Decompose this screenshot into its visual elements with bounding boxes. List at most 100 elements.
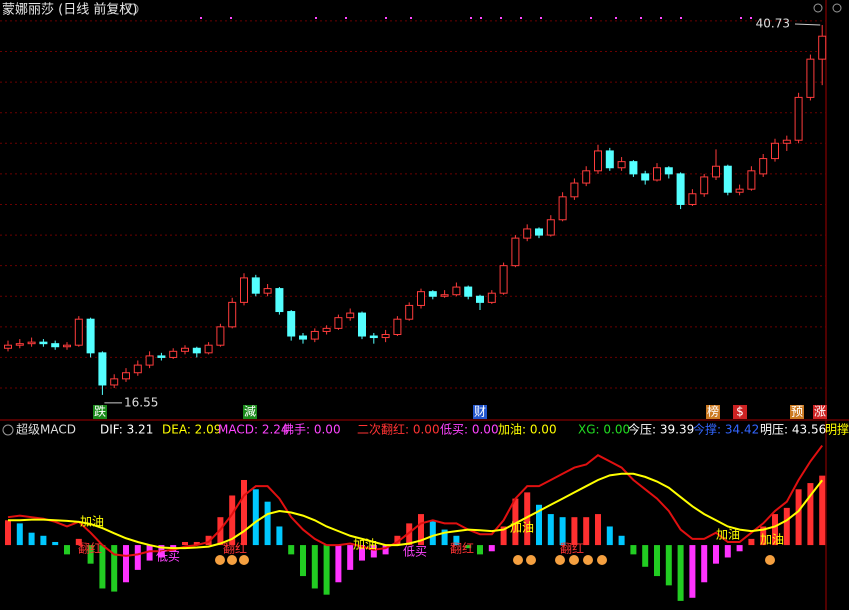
candle-body: [582, 170, 591, 184]
candle-body: [452, 286, 461, 296]
macd-bar: [760, 526, 767, 546]
indicator-value: 佛手: 0.00: [282, 423, 341, 437]
macd-bar: [547, 514, 554, 546]
macd-bar: [28, 532, 35, 546]
chart-title: 蒙娜丽莎 (日线 前复权): [2, 2, 137, 18]
macd-bar: [595, 514, 601, 546]
macd-bar: [323, 545, 330, 595]
macd-bar: [264, 501, 271, 546]
hand-icon: [597, 555, 607, 565]
macd-bar: [335, 545, 342, 583]
candle-body: [546, 219, 555, 236]
candle-body: [86, 318, 95, 354]
signal-dot: [200, 17, 202, 19]
candle-body: [688, 193, 697, 205]
candle-body: [440, 294, 449, 297]
low-label: 16.55: [124, 395, 158, 409]
macd-bar: [665, 545, 672, 586]
macd-line: [7, 444, 824, 557]
macd-bar: [111, 545, 118, 592]
candle-body: [700, 176, 709, 195]
event-marker: 榜: [707, 404, 719, 419]
macd-bar: [630, 545, 637, 555]
candle-body: [334, 317, 343, 329]
indicator-value: DIF: 3.21: [100, 423, 153, 437]
macd-bar: [276, 526, 283, 546]
candle-body: [487, 292, 496, 303]
macd-bar: [713, 545, 719, 564]
macd-bar: [772, 514, 778, 546]
macd-bar: [571, 517, 578, 546]
macd-bar: [5, 520, 11, 546]
candle-body: [204, 344, 213, 354]
event-marker-bg: [813, 405, 827, 419]
signal-dot: [680, 17, 682, 19]
candle-body: [759, 158, 768, 175]
candle-body: [594, 150, 602, 172]
hand-icon: [227, 555, 237, 565]
macd-bar: [618, 535, 625, 546]
high-label: 40.73: [756, 17, 790, 31]
menu-icon[interactable]: [832, 3, 842, 13]
event-marker-bg: [243, 405, 257, 419]
macd-bar: [677, 545, 684, 601]
macd-bar: [300, 545, 306, 577]
candle-body: [617, 161, 626, 169]
candle-body: [27, 341, 36, 345]
candle-body: [558, 196, 567, 221]
candle-body: [63, 344, 71, 348]
event-marker: 涨: [814, 404, 826, 419]
signal-label: 加油: [760, 533, 784, 547]
candle-body: [4, 344, 12, 349]
macd-bar: [512, 498, 519, 546]
macd-line: [8, 472, 823, 550]
candle-body: [263, 288, 272, 294]
macd-bar: [288, 545, 295, 555]
candle-body: [251, 277, 260, 294]
macd-bar: [146, 545, 153, 561]
candle-body: [381, 333, 390, 339]
candle-body: [629, 161, 638, 175]
macd-bar: [87, 545, 94, 564]
macd-bar: [583, 517, 590, 546]
candle-body: [346, 312, 355, 319]
candle-body: [664, 167, 673, 175]
candle-body: [145, 355, 154, 366]
macd-bar: [441, 529, 448, 546]
macd-bar: [654, 545, 660, 577]
macd-bar: [99, 545, 106, 589]
candle-body: [511, 237, 520, 267]
dropdown-icon[interactable]: [127, 3, 139, 15]
signal-label: 加油: [353, 538, 377, 552]
macd-bar: [606, 526, 613, 546]
macd-bar: [241, 479, 247, 546]
macd-bar: [748, 538, 755, 546]
candle-body: [322, 327, 331, 332]
macd-bar: [52, 541, 59, 546]
candle-body: [464, 286, 473, 297]
candle-body: [51, 343, 60, 348]
signal-label: 加油: [510, 521, 534, 535]
macd-bar: [134, 545, 141, 570]
settings-icon[interactable]: [813, 3, 823, 13]
candle-body: [723, 165, 732, 193]
macd-bar: [488, 545, 495, 552]
macd-bar: [64, 545, 70, 555]
indicator-value: MACD: 2.24: [218, 423, 289, 437]
signal-dot: [750, 17, 752, 19]
macd-bar: [16, 523, 23, 546]
indicator-icon[interactable]: [2, 424, 14, 436]
candle-body: [771, 142, 779, 160]
candle-body: [428, 291, 437, 297]
hand-icon: [513, 555, 523, 565]
indicator-value: 明压: 43.56: [760, 423, 826, 437]
macd-bar: [217, 517, 224, 546]
macd-bar: [701, 545, 708, 583]
event-marker-bg: [93, 405, 107, 419]
macd-bar: [193, 541, 200, 546]
signal-label: 翻红: [223, 541, 247, 556]
indicator-value: 今撑: 34.42: [693, 422, 759, 437]
candle-body: [393, 318, 402, 335]
candle-body: [358, 312, 366, 337]
candle-body: [240, 277, 248, 303]
